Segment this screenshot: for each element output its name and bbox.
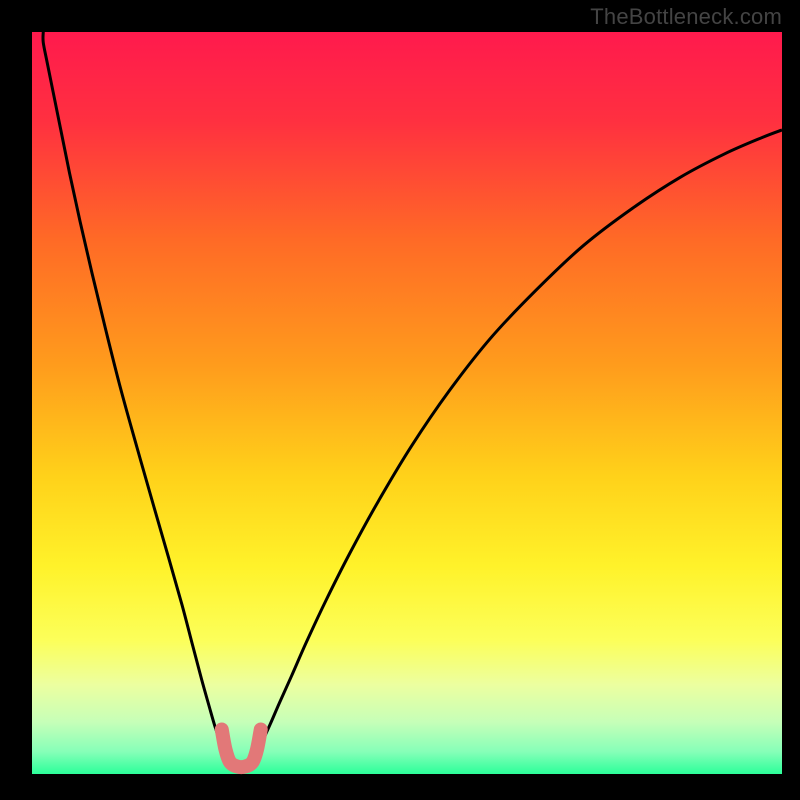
chart-svg: [0, 0, 800, 800]
chart-frame: TheBottleneck.com: [0, 0, 800, 800]
plot-area: [32, 32, 782, 774]
watermark-text: TheBottleneck.com: [590, 4, 782, 30]
